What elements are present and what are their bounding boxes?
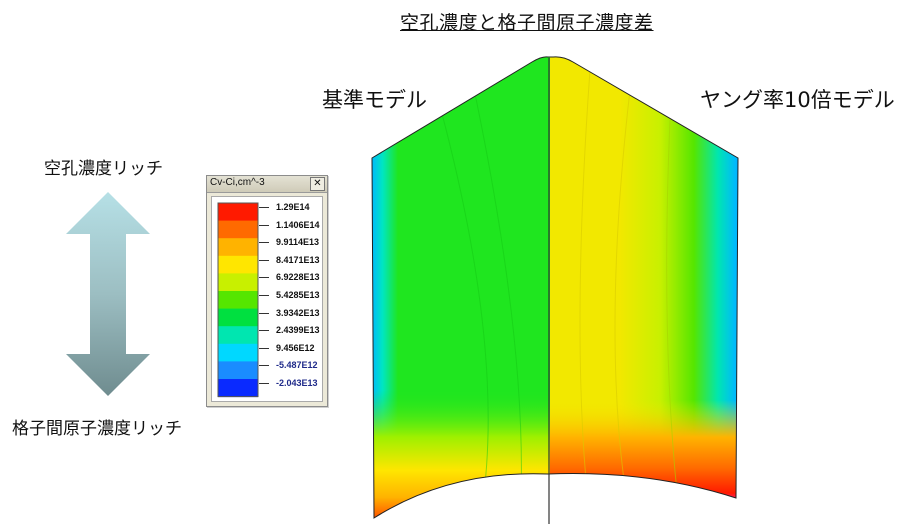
figure-title: 空孔濃度と格子間原子濃度差 — [400, 12, 654, 34]
legend-swatch-border — [217, 202, 259, 398]
legend-tick — [259, 383, 269, 384]
legend-tick — [259, 224, 269, 226]
close-icon[interactable]: ✕ — [310, 177, 325, 191]
legend-value-label: 2.4399E13 — [276, 325, 320, 336]
legend-value-label: -2.043E13 — [276, 378, 318, 388]
arrow-top-label: 空孔濃度リッチ — [44, 159, 163, 179]
legend-tick — [259, 312, 269, 314]
legend-value-label: 9.9114E13 — [276, 237, 320, 248]
legend-body: 1.29E14 1.1406E14 9.9114E13 8.4171E13 6.9228… — [211, 196, 323, 402]
legend-tick — [259, 259, 269, 261]
legend-value-label: 1.1406E14 — [276, 219, 320, 230]
right-model-label: ヤング率10倍モデル — [700, 88, 895, 112]
legend-title: Cv-Ci,cm^-3 — [210, 177, 265, 188]
legend-tick — [259, 277, 269, 279]
legend-title-bar[interactable]: Cv-Ci,cm^-3 ✕ — [207, 176, 327, 193]
legend-swatch — [218, 220, 258, 239]
arrow-bottom-label: 格子間原子濃度リッチ — [12, 419, 182, 439]
legend-value-label: 8.4171E13 — [276, 254, 320, 265]
legend-value-label: 3.9342E13 — [276, 307, 320, 318]
legend-tick — [259, 365, 269, 367]
legend-tick — [259, 330, 269, 332]
legend-swatch — [218, 308, 258, 327]
legend-swatch — [218, 273, 258, 292]
legend-swatch — [218, 238, 258, 257]
legend-value-label: 5.4285E13 — [276, 290, 320, 300]
legend-value-label: -5.487E12 — [276, 360, 318, 371]
legend-tick — [259, 347, 269, 349]
legend-value-label: 9.456E12 — [276, 342, 315, 353]
legend-swatches — [217, 202, 259, 398]
legend-value-label: 6.9228E13 — [276, 272, 320, 283]
legend-window[interactable]: Cv-Ci,cm^-3 ✕ 1.29E14 1.1406E14 9.9114E13 8… — [206, 175, 328, 407]
legend-swatch — [218, 255, 258, 274]
legend-tick — [259, 242, 269, 244]
legend-swatch — [218, 291, 258, 310]
contour-plot — [371, 56, 739, 524]
legend-tick — [259, 295, 269, 296]
legend-swatch — [218, 203, 258, 222]
legend-swatch — [218, 326, 258, 345]
left-model-label: 基準モデル — [322, 88, 427, 112]
legend-swatch — [218, 361, 258, 380]
legend-value-label: 1.29E14 — [276, 202, 310, 212]
double-arrow-icon — [66, 192, 150, 396]
legend-tick — [259, 207, 269, 208]
legend-swatch — [218, 379, 258, 398]
legend-swatch — [218, 343, 258, 362]
